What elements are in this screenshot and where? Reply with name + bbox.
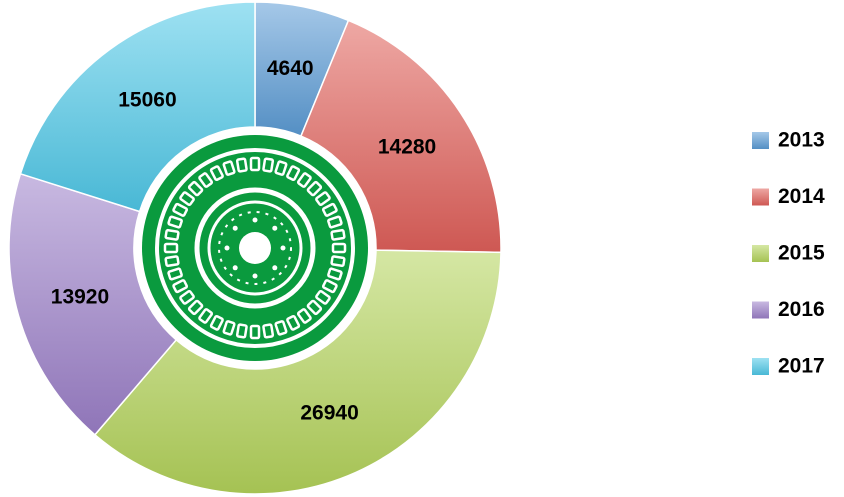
data-label: 13920 [51,285,109,308]
slice [93,249,502,495]
slice [8,172,178,436]
legend-label: 2013 [778,129,825,152]
legend-label: 2014 [778,185,825,208]
legend-label: 2017 [778,355,825,378]
legend-swatch [752,245,769,262]
slices [8,1,502,495]
legend-swatch [752,132,769,149]
legend-label: 2016 [778,298,825,321]
data-label: 4640 [267,57,314,80]
legend-swatch [752,188,769,206]
legend-swatch [752,358,769,375]
data-label: 15060 [118,89,176,112]
tire-icon [142,135,368,361]
data-label: 26940 [300,402,358,425]
slice [299,19,502,254]
legend-label: 2015 [778,242,825,265]
data-label: 14280 [378,136,436,159]
legend-swatch [752,301,769,319]
slice [19,1,256,213]
